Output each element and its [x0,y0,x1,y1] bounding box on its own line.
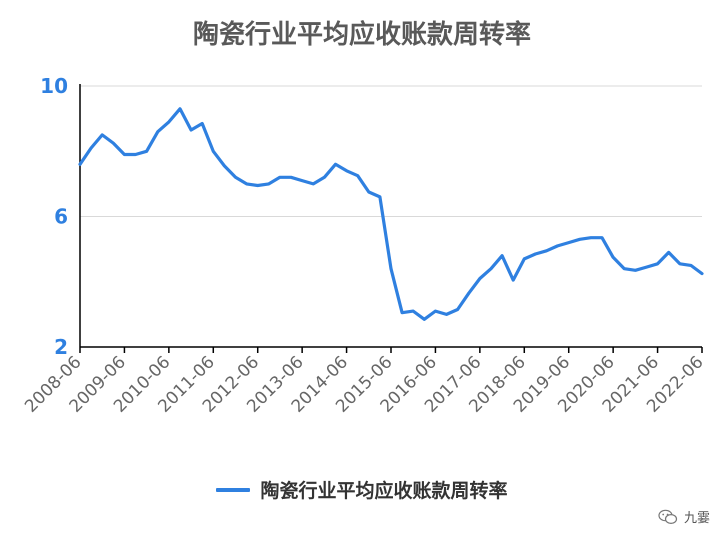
data-point [634,269,637,272]
data-point [134,153,137,156]
data-point [600,236,604,239]
data-point [611,256,615,259]
data-point [112,141,115,145]
watermark-text: 九霎 [683,511,710,526]
data-point [189,128,193,132]
data-point [167,120,171,124]
data-point [400,311,404,314]
data-point [245,182,248,186]
data-point [456,308,459,311]
data-point [356,174,359,177]
data-point [312,182,315,186]
data-point [278,176,282,179]
data-point [89,146,93,150]
data-point [145,150,148,153]
data-point [545,249,548,252]
chart-title: 陶瓷行业平均应收账款周转率 [192,20,531,50]
legend-swatch [216,487,251,492]
series-line [78,107,704,321]
y-tick-label: 6 [54,205,68,229]
chart-legend: 陶瓷行业平均应收账款周转率 [0,476,724,503]
data-point [101,133,104,137]
data-point [623,267,626,270]
y-tick-label: 10 [40,74,68,98]
data-point [512,278,515,282]
data-point [378,195,382,199]
data-point [467,292,470,295]
data-point [234,176,237,179]
data-point [700,272,704,275]
data-point [78,163,82,166]
data-point [389,267,393,270]
data-point [178,107,182,111]
data-point [500,254,504,257]
wechat-icon [658,509,678,524]
data-point [689,264,693,267]
data-point [289,176,293,179]
data-point [256,184,259,187]
data-point [334,163,337,166]
data-point [201,122,204,125]
data-point [645,265,648,269]
data-point [223,164,226,168]
data-point [267,182,270,186]
watermark: 九霎 [658,507,710,526]
data-point [589,236,593,239]
data-point [556,244,559,248]
data-point [423,318,426,321]
data-point [323,176,326,179]
data-point [523,257,526,261]
data-point [534,252,537,256]
data-point [489,267,493,270]
legend-label: 陶瓷行业平均应收账款周转率 [260,480,508,502]
data-point [478,277,482,280]
data-point [578,238,581,241]
data-point [567,241,570,244]
data-point [123,153,126,156]
data-point [412,309,415,313]
data-point [678,262,681,265]
data-point [300,179,304,182]
data-point [667,251,670,254]
data-point [156,130,159,133]
data-point [445,313,448,316]
data-point [345,169,348,172]
data-point [212,150,215,153]
data-point [367,190,370,194]
y-tick-label: 2 [54,335,68,359]
data-point [656,262,659,265]
data-point [434,309,437,313]
